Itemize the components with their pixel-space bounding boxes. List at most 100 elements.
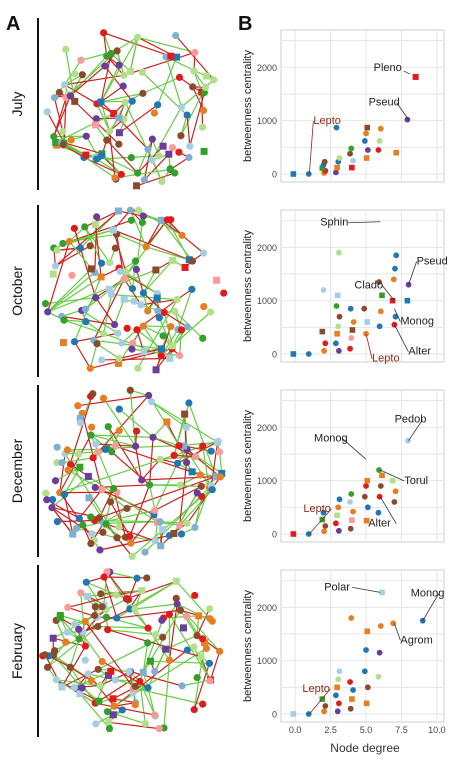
- annotation-label: Lepto: [303, 503, 331, 515]
- network-node: [127, 153, 135, 162]
- data-point: [349, 164, 355, 171]
- month-label: July: [9, 92, 25, 117]
- data-point: [320, 509, 327, 516]
- network-node: [173, 600, 181, 608]
- network-node: [55, 88, 63, 96]
- network-nodes: [39, 568, 224, 733]
- network-edge: [148, 437, 154, 485]
- network-edge: [45, 297, 96, 305]
- network-node: [193, 489, 201, 497]
- network-node: [44, 308, 52, 316]
- data-point: [290, 711, 297, 717]
- x-tick-label: 0.0: [289, 725, 302, 735]
- network-edge: [179, 609, 198, 636]
- network-node: [100, 29, 108, 37]
- data-point: [349, 517, 355, 523]
- network-edge: [92, 395, 150, 459]
- network-edge: [69, 638, 80, 668]
- network-node: [189, 83, 197, 91]
- network-edge: [63, 319, 104, 335]
- network-node: [126, 67, 134, 75]
- network-edge: [103, 32, 171, 57]
- network-node: [96, 546, 104, 554]
- network-node: [198, 123, 207, 131]
- network-edge: [69, 55, 108, 97]
- network-edge: [106, 139, 139, 174]
- network-node: [109, 711, 117, 719]
- network-edge: [129, 37, 139, 72]
- network-node: [75, 514, 83, 523]
- network-edge: [145, 219, 168, 248]
- data-point: [376, 279, 382, 285]
- network-node: [185, 399, 193, 407]
- network-node: [148, 135, 156, 143]
- network-edge: [95, 297, 116, 325]
- network-node: [202, 644, 211, 652]
- network-node: [114, 329, 122, 337]
- network-node: [52, 138, 60, 146]
- network-node: [183, 111, 191, 119]
- network-edge: [179, 462, 188, 526]
- network-node: [129, 339, 137, 347]
- data-point: [376, 138, 383, 144]
- annotation-label: Lepto: [313, 115, 341, 127]
- network-node: [92, 720, 100, 728]
- network-node: [167, 322, 175, 331]
- data-point: [364, 628, 371, 635]
- network-node: [139, 322, 147, 330]
- network-node: [183, 519, 191, 527]
- network-edge: [89, 343, 98, 369]
- network-node: [199, 249, 208, 257]
- network-panel: February: [9, 565, 224, 737]
- annotation-label: Pseud: [369, 97, 400, 109]
- network-node: [148, 156, 156, 164]
- network-node: [71, 97, 79, 105]
- network-node: [180, 442, 188, 450]
- network-node: [98, 603, 106, 611]
- network-node: [92, 440, 100, 448]
- network-node: [107, 49, 115, 58]
- network-edge: [90, 434, 154, 438]
- network-node: [111, 442, 119, 450]
- network-node: [181, 263, 189, 271]
- network-edge: [163, 311, 188, 328]
- network-edge: [59, 617, 80, 640]
- network-edge: [163, 660, 171, 728]
- network-node: [127, 539, 135, 547]
- y-tick-label: 2000: [257, 243, 277, 253]
- network-node: [97, 590, 105, 598]
- network-node: [177, 530, 186, 538]
- network-edge: [101, 357, 170, 361]
- data-point: [391, 499, 398, 505]
- network-node: [177, 103, 186, 111]
- network-node: [113, 47, 121, 55]
- network-node: [51, 477, 60, 485]
- network-node: [156, 518, 164, 526]
- network-node: [133, 326, 141, 334]
- network-node: [52, 676, 60, 684]
- network-edge: [78, 489, 103, 519]
- data-point: [363, 155, 370, 161]
- network-node: [108, 448, 116, 456]
- annotation-leader: [396, 102, 409, 120]
- network-node: [116, 267, 124, 276]
- network-node: [87, 431, 95, 439]
- network-node: [103, 708, 112, 716]
- data-point: [335, 323, 342, 330]
- network-node: [115, 129, 123, 137]
- network-edge: [67, 594, 117, 608]
- network-node: [142, 243, 150, 251]
- data-point: [335, 676, 342, 683]
- data-point: [333, 124, 340, 131]
- network-edge: [137, 299, 178, 369]
- x-tick-label: 5.0: [360, 725, 373, 735]
- data-point: [364, 147, 371, 153]
- network-node: [89, 390, 97, 398]
- network-node: [76, 415, 84, 423]
- network-node: [201, 639, 209, 647]
- network-node: [69, 530, 77, 538]
- network-node: [101, 62, 109, 70]
- network-node: [81, 642, 90, 650]
- network-edge: [196, 608, 211, 636]
